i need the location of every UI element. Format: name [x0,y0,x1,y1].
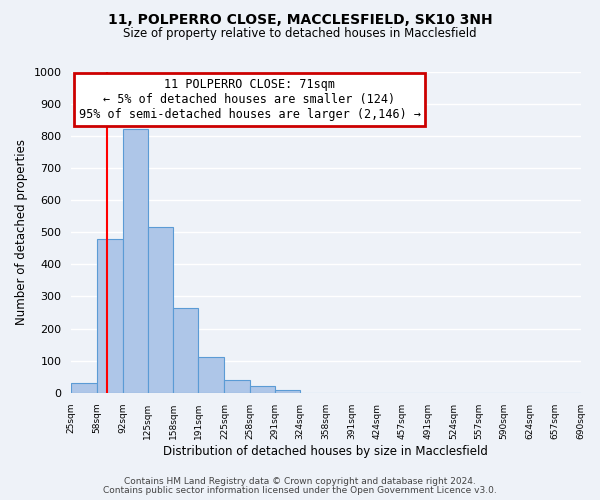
Bar [122,130,148,393]
Text: 11 POLPERRO CLOSE: 71sqm
← 5% of detached houses are smaller (124)
95% of semi-d: 11 POLPERRO CLOSE: 71sqm ← 5% of detache… [79,78,421,121]
Text: Size of property relative to detached houses in Macclesfield: Size of property relative to detached ho… [123,28,477,40]
Bar [71,383,97,393]
Bar [199,358,224,393]
Bar [148,228,173,393]
Text: Contains public sector information licensed under the Open Government Licence v3: Contains public sector information licen… [103,486,497,495]
X-axis label: Distribution of detached houses by size in Macclesfield: Distribution of detached houses by size … [163,444,488,458]
Bar [275,390,300,393]
Text: Contains HM Land Registry data © Crown copyright and database right 2024.: Contains HM Land Registry data © Crown c… [124,477,476,486]
Bar [250,386,275,393]
Bar [97,238,122,393]
Y-axis label: Number of detached properties: Number of detached properties [15,139,28,325]
Bar [224,380,250,393]
Bar [173,308,199,393]
Text: 11, POLPERRO CLOSE, MACCLESFIELD, SK10 3NH: 11, POLPERRO CLOSE, MACCLESFIELD, SK10 3… [107,12,493,26]
